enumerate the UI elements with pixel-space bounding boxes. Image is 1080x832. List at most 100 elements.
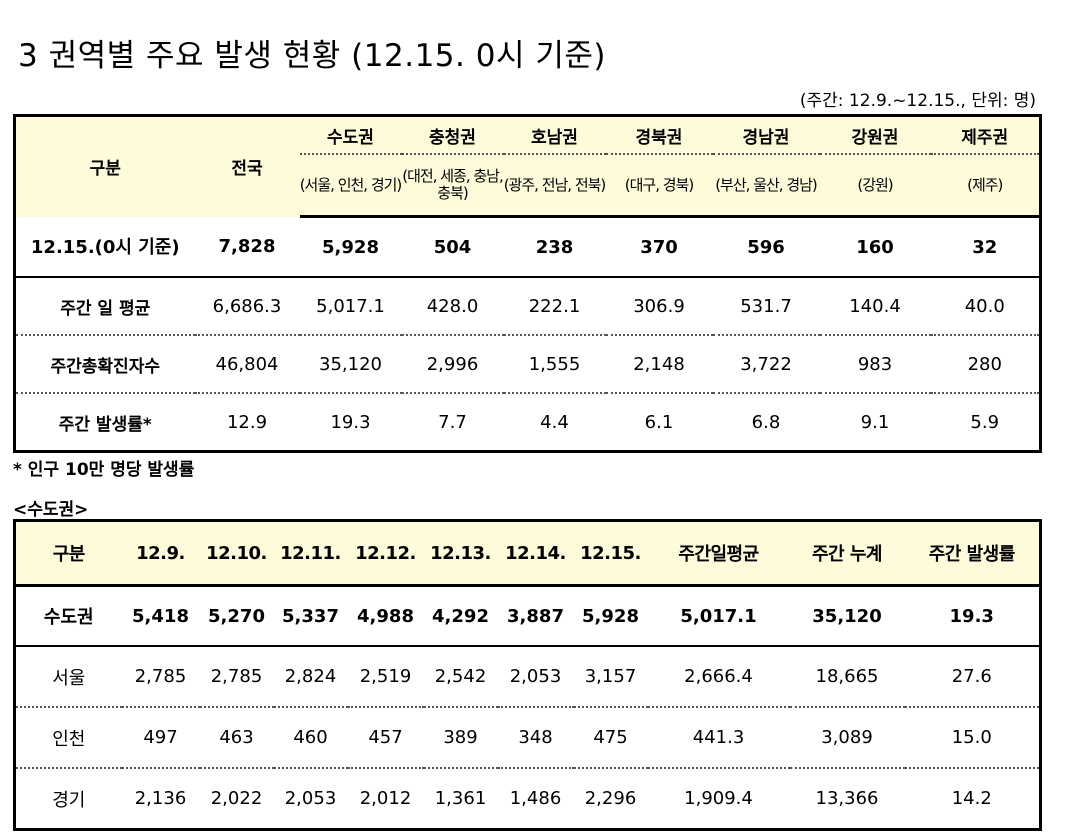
cell: 13,366	[789, 768, 905, 831]
header-region: 강원권	[819, 115, 931, 155]
header-region: 수도권	[299, 115, 402, 155]
regional-summary-table: 구분 전국 수도권 충청권 호남권 경북권 경남권 강원권 제주권 (서울, 인…	[13, 114, 1042, 453]
header-national: 전국	[194, 115, 300, 217]
cell: 504	[401, 216, 504, 278]
cell: 46,804	[194, 335, 300, 394]
cell: 389	[423, 707, 498, 769]
column-header: 12.11.	[273, 520, 348, 587]
cell: 2,053	[273, 768, 348, 831]
column-header: 주간 발생률	[904, 520, 1041, 587]
cell: 5,418	[121, 585, 200, 647]
cell: 5,017.1	[299, 277, 402, 336]
table-row: 경기 2,136 2,022 2,053 2,012 1,361 1,486 2…	[14, 768, 1041, 831]
cell: 370	[605, 216, 713, 278]
header-region: 충청권	[401, 115, 504, 155]
cell: 2,022	[199, 768, 274, 831]
cell: 7,828	[194, 216, 300, 278]
cell: 460	[273, 707, 348, 769]
cell: 2,296	[573, 768, 648, 831]
header-region-sub: (제주)	[930, 154, 1041, 218]
cell: 2,824	[273, 646, 348, 708]
header-region-sub: (대구, 경북)	[605, 154, 713, 218]
cell: 2,519	[347, 646, 424, 708]
row-label: 12.15.(0시 기준)	[14, 216, 195, 278]
footnote: * 인구 10만 명당 발생률	[13, 460, 195, 480]
cell: 2,012	[347, 768, 424, 831]
section-title-capital: <수도권>	[13, 500, 89, 520]
header-region: 경북권	[605, 115, 713, 155]
row-label: 주간 발생률*	[58, 414, 152, 435]
cell: 2,053	[497, 646, 574, 708]
header-gubun: 구분	[14, 115, 195, 217]
cell: 4.4	[540, 411, 569, 433]
cell: 15.0	[904, 707, 1041, 769]
table-row: 주간 발생률* 12.9 19.3 7.7 4.4 6.1 6.8 9.1 5.…	[15, 393, 1041, 452]
cell: 5,270	[199, 585, 274, 647]
cell: 222.1	[503, 277, 606, 336]
cell: 1,555	[503, 335, 606, 394]
cell: 2,666.4	[647, 646, 790, 708]
column-header: 주간 누계	[789, 520, 905, 587]
header-region-sub: (부산, 울산, 경남)	[712, 154, 820, 218]
cell: 2,996	[401, 335, 504, 394]
cell: 160	[819, 216, 931, 278]
cell: 5,928	[573, 585, 648, 647]
cell: 3,089	[789, 707, 905, 769]
cell: 1,486	[497, 768, 574, 831]
table-row: 12.15.(0시 기준) 7,828 5,928 504 238 370 59…	[14, 216, 1041, 278]
cell: 12.9	[226, 411, 268, 433]
cell: 27.6	[904, 646, 1041, 708]
cell: 531.7	[712, 277, 820, 336]
table-row: 주간총확진자수 46,804 35,120 2,996 1,555 2,148 …	[14, 335, 1041, 394]
cell: 2,785	[199, 646, 274, 708]
cell: 596	[712, 216, 820, 278]
table-row: 수도권 5,418 5,270 5,337 4,988 4,292 3,887 …	[14, 585, 1041, 647]
cell: 983	[819, 335, 931, 394]
cell: 5,337	[273, 585, 348, 647]
capital-region-table: 구분 12.9. 12.10. 12.11. 12.12. 12.13. 12.…	[13, 519, 1042, 831]
header-region-sub: (서울, 인천, 경기)	[299, 154, 402, 218]
header-region: 호남권	[503, 115, 606, 155]
cell: 457	[347, 707, 424, 769]
cell: 2,148	[605, 335, 713, 394]
cell: 19.3	[330, 411, 371, 433]
column-header: 12.15.	[573, 520, 648, 587]
cell: 6.8	[751, 411, 781, 433]
column-header: 12.12.	[347, 520, 424, 587]
cell: 35,120	[789, 585, 905, 647]
row-label: 수도권	[14, 585, 122, 647]
cell: 5,928	[299, 216, 402, 278]
row-label: 주간총확진자수	[14, 335, 195, 394]
cell: 35,120	[299, 335, 402, 394]
cell: 441.3	[647, 707, 790, 769]
cell: 140.4	[819, 277, 931, 336]
cell: 14.2	[904, 768, 1041, 831]
cell: 7.7	[438, 411, 467, 433]
cell: 18,665	[789, 646, 905, 708]
column-header: 12.13.	[423, 520, 498, 587]
cell: 1,909.4	[647, 768, 790, 831]
row-label: 주간 일 평균	[14, 277, 195, 336]
table-row: 인천 497 463 460 457 389 348 475 441.3 3,0…	[14, 707, 1041, 769]
cell: 3,157	[573, 646, 648, 708]
cell: 238	[503, 216, 606, 278]
cell: 4,292	[423, 585, 498, 647]
cell: 475	[573, 707, 648, 769]
column-header: 12.9.	[121, 520, 200, 587]
cell: 5,017.1	[647, 585, 790, 647]
column-header: 12.14.	[497, 520, 574, 587]
cell: 19.3	[904, 585, 1041, 647]
cell: 3,887	[497, 585, 574, 647]
cell: 348	[497, 707, 574, 769]
cell: 6.1	[644, 411, 674, 433]
column-header: 구분	[14, 520, 122, 587]
cell: 2,542	[423, 646, 498, 708]
header-region: 제주권	[930, 115, 1041, 155]
cell: 1,361	[423, 768, 498, 831]
cell: 280	[930, 335, 1041, 394]
column-header: 주간일평균	[647, 520, 790, 587]
cell: 2,785	[121, 646, 200, 708]
header-region-sub: (광주, 전남, 전북)	[503, 154, 606, 218]
cell: 5.9	[970, 411, 1000, 433]
row-label: 인천	[14, 707, 122, 769]
